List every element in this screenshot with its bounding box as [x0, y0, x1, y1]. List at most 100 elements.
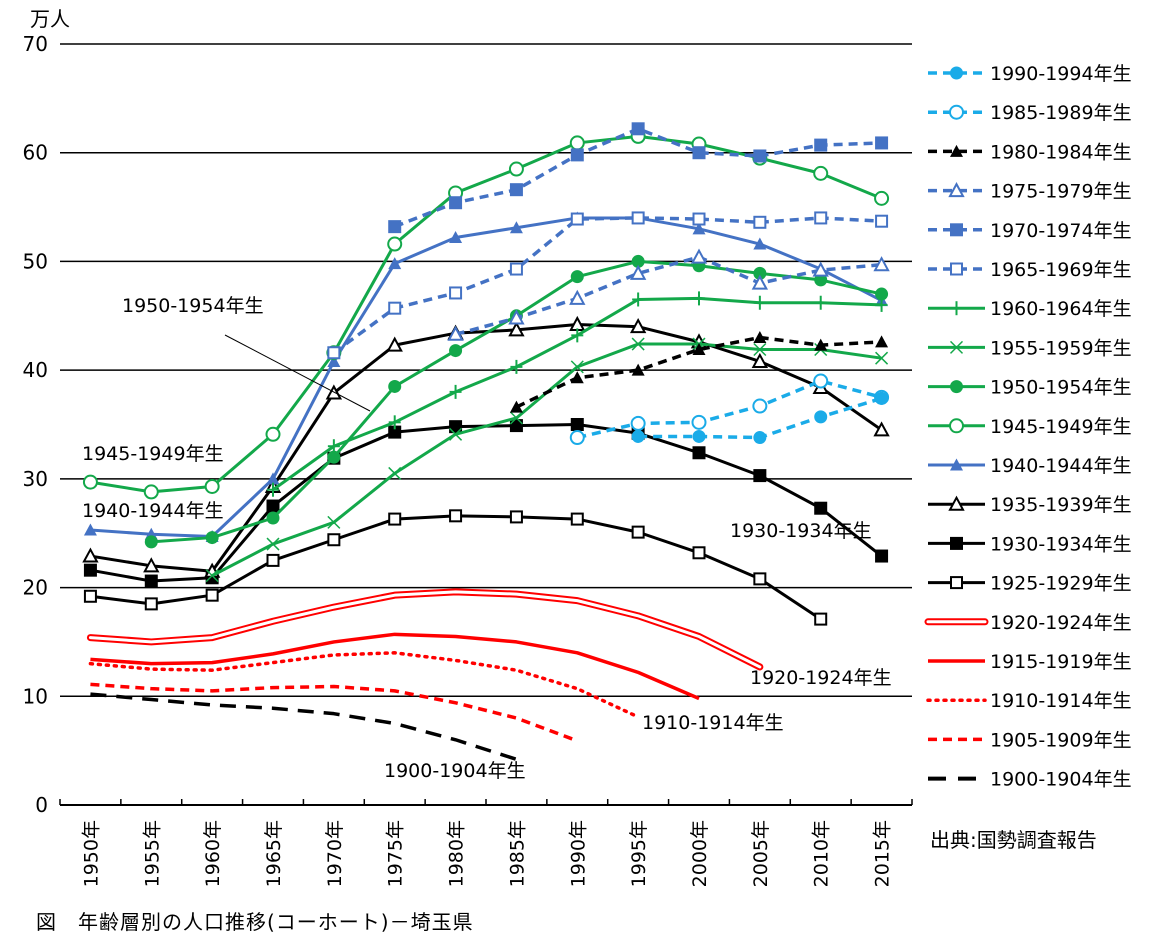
legend-item: 1935-1939年生	[928, 494, 1132, 516]
data-point	[813, 373, 829, 389]
data-point	[875, 335, 889, 348]
data-point	[948, 495, 965, 511]
legend-label: 1935-1939年生	[990, 494, 1132, 516]
data-point	[632, 292, 645, 307]
data-point	[631, 211, 645, 225]
data-point	[509, 262, 523, 276]
data-point	[692, 342, 706, 355]
data-point	[949, 340, 964, 354]
y-tick-label: 50	[23, 249, 48, 273]
data-point	[388, 512, 402, 526]
legend-item: 1950-1954年生	[928, 377, 1132, 399]
legend-label: 1945-1949年生	[990, 416, 1132, 438]
data-point	[814, 211, 828, 225]
data-point	[692, 429, 706, 443]
data-point	[631, 122, 645, 136]
series-1970-1974年生	[388, 122, 889, 234]
data-point	[388, 257, 402, 270]
data-point	[873, 421, 890, 437]
data-point	[753, 572, 767, 586]
data-point	[873, 256, 890, 272]
data-point	[449, 427, 463, 441]
data-point	[387, 236, 403, 252]
series-1910-1914年生	[88, 651, 640, 719]
y-axis-label: 万人	[30, 7, 70, 31]
data-point	[690, 248, 708, 264]
data-point	[205, 531, 219, 545]
data-point	[449, 286, 463, 300]
data-point	[948, 182, 965, 198]
legend-label: 1920-1924年生	[990, 612, 1132, 634]
series-1975-1979年生	[447, 248, 890, 341]
data-point	[508, 309, 525, 325]
legend-item: 1930-1934年生	[928, 533, 1132, 555]
data-point	[950, 380, 963, 394]
data-point	[570, 512, 584, 526]
x-tick-label: 1950年	[80, 820, 102, 887]
data-point	[753, 295, 766, 310]
data-point	[814, 612, 828, 626]
data-point	[143, 484, 159, 500]
data-point	[510, 359, 523, 374]
data-point	[388, 220, 402, 234]
data-point	[950, 223, 963, 237]
data-point	[327, 439, 340, 454]
series-line	[90, 692, 517, 762]
data-point	[753, 237, 767, 250]
data-point	[875, 287, 889, 301]
data-point	[386, 336, 403, 352]
legend-label: 1925-1929年生	[990, 573, 1132, 595]
series-annotation: 1940-1944年生	[82, 500, 224, 522]
data-point	[327, 533, 341, 547]
data-point	[144, 535, 158, 549]
y-tick-label: 20	[23, 576, 48, 600]
legend-label: 1905-1909年生	[990, 729, 1132, 751]
series-1915-1919年生	[90, 632, 700, 701]
y-tick-label: 10	[23, 684, 48, 708]
legend-item: 1960-1964年生	[928, 298, 1132, 320]
data-point	[814, 295, 827, 310]
series-1985-1989年生	[569, 373, 890, 446]
legend-item: 1975-1979年生	[928, 181, 1132, 203]
data-point	[753, 331, 767, 344]
data-point	[508, 161, 524, 177]
data-point	[205, 588, 219, 602]
data-point	[266, 553, 280, 567]
data-point	[449, 344, 463, 358]
data-point	[812, 261, 829, 277]
data-point	[83, 589, 97, 603]
data-point	[631, 525, 645, 539]
series-1965-1969年生	[327, 211, 889, 360]
data-point	[266, 511, 280, 525]
data-point	[388, 415, 401, 430]
legend-label: 1900-1904年生	[990, 769, 1132, 791]
legend-label: 1965-1969年生	[990, 259, 1132, 281]
series-1960-1964年生	[267, 291, 888, 497]
data-point	[449, 196, 463, 210]
data-point	[267, 482, 279, 497]
legend-label: 1940-1944年生	[990, 455, 1132, 477]
x-tick-label: 1985年	[506, 820, 528, 887]
data-point	[875, 549, 889, 563]
data-point	[693, 291, 705, 306]
legend-item: 1925-1929年生	[928, 573, 1132, 595]
data-point	[327, 450, 341, 464]
data-point	[814, 410, 828, 424]
legend-item: 1985-1989年生	[928, 102, 1132, 124]
series-line	[90, 682, 578, 743]
data-point	[569, 289, 586, 305]
data-point	[570, 270, 584, 284]
x-tick-label: 2010年	[811, 820, 833, 887]
data-point	[950, 576, 963, 590]
series-1900-1904年生	[90, 692, 517, 762]
data-point	[570, 418, 584, 431]
data-point	[570, 360, 584, 374]
data-point	[813, 165, 829, 181]
x-tick-label: 1995年	[628, 820, 650, 887]
x-tick-label: 1970年	[324, 820, 346, 887]
data-point	[692, 446, 706, 460]
legend-item: 1940-1944年生	[928, 455, 1132, 477]
data-point	[875, 297, 888, 312]
data-point	[753, 149, 767, 163]
